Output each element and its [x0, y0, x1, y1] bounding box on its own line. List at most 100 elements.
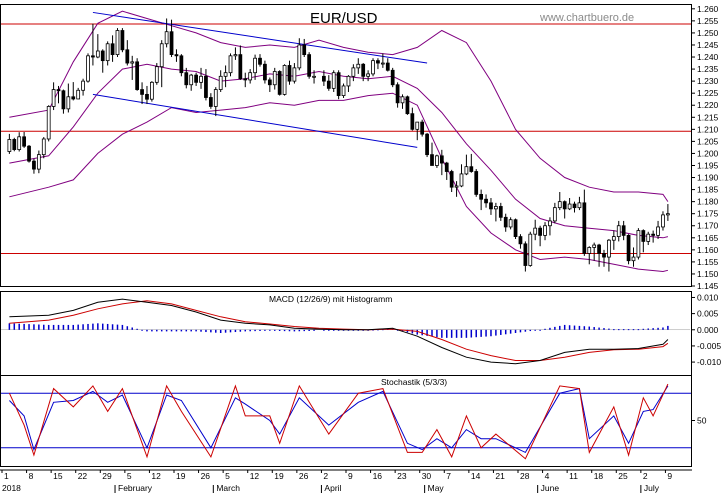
candle — [469, 153, 474, 173]
macd-histogram-bar — [475, 329, 477, 338]
macd-histogram-bar — [657, 327, 659, 330]
price-axis-tick-label: 1.245 — [697, 40, 719, 50]
macd-histogram-bar — [465, 329, 468, 338]
macd-histogram-bar — [308, 329, 310, 331]
candle — [494, 202, 498, 222]
candle — [263, 60, 267, 84]
macd-histogram-bar — [185, 329, 188, 332]
candle — [135, 58, 140, 91]
macd-histogram-bar — [244, 329, 247, 332]
candle — [351, 64, 356, 82]
macd-histogram-bar — [613, 329, 615, 331]
macd-histogram-bar — [141, 329, 143, 331]
candle — [597, 243, 601, 267]
macd-histogram-bar — [441, 329, 443, 338]
macd-histogram-bar — [224, 329, 227, 333]
price-axis-tick-label: 1.190 — [697, 173, 719, 183]
price-axis-tick-label: 1.160 — [697, 245, 719, 255]
trend-line-1 — [92, 11, 428, 64]
macd-histogram-bar — [455, 329, 458, 338]
candle — [17, 132, 22, 152]
macd-histogram-bar — [229, 329, 232, 333]
price-axis-tick-label: 1.230 — [697, 76, 719, 86]
date-tick-label: 12 — [250, 471, 260, 481]
macd-histogram-bar — [62, 324, 65, 330]
candle — [130, 55, 135, 80]
macd-histogram-bar — [578, 325, 581, 330]
date-tick-label: 1 — [4, 471, 9, 481]
candle — [71, 82, 76, 101]
candle — [449, 169, 454, 192]
macd-histogram-bar — [332, 329, 335, 331]
candle — [557, 192, 562, 211]
candle — [538, 225, 542, 247]
candle — [415, 121, 420, 141]
candle — [390, 67, 395, 88]
macd-histogram-bar — [470, 329, 473, 338]
candle — [218, 70, 223, 92]
watermark: www.chartbuero.de — [539, 12, 634, 24]
candle — [150, 81, 154, 102]
candle — [503, 213, 508, 232]
macd-histogram-bar — [445, 329, 448, 338]
candle — [233, 47, 238, 60]
candle — [213, 87, 218, 117]
price-axis-tick-label: 1.180 — [697, 197, 719, 207]
bollinger-middle-band — [9, 63, 669, 239]
candle — [125, 40, 130, 66]
candle — [189, 73, 194, 91]
price-axis-tick-label: 1.170 — [697, 221, 719, 231]
date-tick-label: 16 — [373, 471, 383, 481]
stochastic-k-line — [8, 383, 669, 460]
macd-histogram-bar — [126, 326, 129, 330]
candle — [636, 228, 641, 260]
price-axis-tick-label: 1.155 — [697, 257, 719, 267]
macd-histogram-bar — [101, 323, 104, 330]
candle — [577, 196, 582, 211]
macd-histogram-bar — [18, 323, 20, 330]
date-tick-label: 14 — [471, 471, 481, 481]
candle — [91, 23, 95, 66]
candle — [253, 54, 257, 80]
macd-histogram-bar — [573, 325, 576, 330]
bollinger-lower-band — [9, 92, 669, 273]
macd-histogram-bar — [485, 329, 487, 337]
macd-histogram-bar — [529, 329, 532, 332]
date-tick-label: 28 — [520, 471, 530, 481]
macd-histogram-bar — [519, 329, 522, 333]
candle — [661, 211, 665, 231]
candle — [61, 89, 66, 114]
candle — [651, 230, 656, 243]
macd-histogram-bar — [632, 329, 635, 331]
macd-histogram-bar — [249, 329, 251, 332]
macd-histogram-bar — [156, 329, 158, 332]
candle — [238, 45, 243, 80]
macd-histogram-bar — [431, 329, 433, 337]
candle — [199, 67, 203, 89]
macd-histogram-bar — [146, 329, 148, 332]
candle — [562, 200, 567, 219]
macd-histogram-bar — [160, 329, 163, 332]
macd-histogram-bar — [411, 329, 414, 334]
candle — [7, 133, 12, 154]
candle — [518, 234, 523, 249]
date-tick-label: 5 — [225, 471, 230, 481]
candle — [194, 72, 198, 86]
candle — [184, 67, 189, 89]
macd-histogram-bar — [131, 327, 133, 330]
month-label: July — [644, 483, 660, 493]
macd-histogram-bar — [328, 329, 330, 331]
candle — [204, 69, 208, 101]
macd-histogram-bar — [608, 328, 610, 330]
candle — [145, 85, 149, 105]
date-tick-label: 23 — [397, 471, 407, 481]
candle — [548, 217, 552, 236]
price-axis-tick-label: 1.185 — [697, 185, 719, 195]
candle — [66, 83, 71, 113]
candle — [27, 145, 31, 163]
candle — [336, 70, 341, 100]
date-tick-label: 2 — [643, 471, 648, 481]
candle — [179, 54, 184, 77]
macd-histogram-bar — [121, 324, 124, 330]
main-panel-frame — [0, 4, 692, 287]
